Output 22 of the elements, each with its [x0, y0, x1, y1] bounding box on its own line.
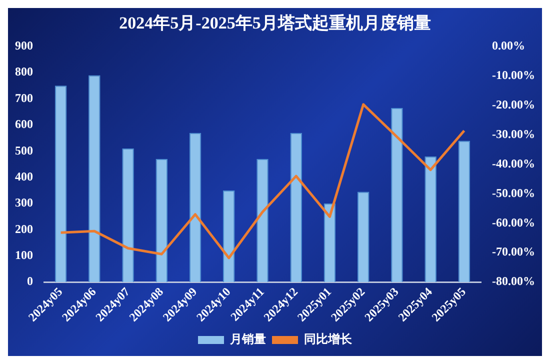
y-tick-label: 100: [15, 248, 33, 262]
y-tick-label: 700: [15, 90, 33, 105]
legend-label: 月销量: [229, 332, 266, 346]
y2-tick-label: -50.00%: [492, 186, 536, 200]
y-tick-label: 600: [15, 117, 33, 132]
y-tick-label: 0: [27, 274, 33, 288]
y2-tick-label: -80.00%: [492, 274, 536, 288]
y-tick-label: 900: [15, 38, 33, 52]
y-tick-label: 500: [15, 143, 33, 158]
y2-tick-label: 0.00%: [492, 38, 526, 52]
y-tick-label: 200: [15, 222, 33, 236]
y2-tick-label: -20.00%: [492, 97, 536, 112]
chart-title: 2024年5月-2025年5月塔式起重机月度销量: [119, 14, 431, 33]
legend-label: 同比增长: [304, 332, 353, 346]
y-tick-label: 800: [15, 64, 33, 79]
y2-tick-label: -30.00%: [492, 126, 536, 141]
y-tick-label: 400: [15, 169, 33, 184]
y2-tick-label: -70.00%: [492, 244, 536, 259]
y2-tick-label: -10.00%: [492, 68, 536, 82]
y2-tick-label: -60.00%: [492, 215, 536, 230]
y-tick-label: 300: [15, 196, 33, 210]
y2-tick-label: -40.00%: [492, 156, 536, 170]
